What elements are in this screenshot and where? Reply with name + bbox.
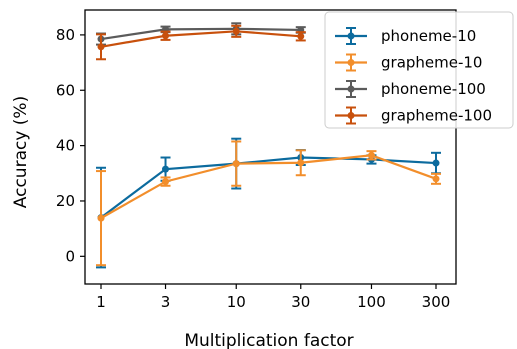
legend-entry-grapheme-10: grapheme-10 [335, 53, 482, 72]
x-axis-label: Multiplication factor [184, 331, 353, 349]
legend-entry-grapheme-100: grapheme-100 [335, 106, 492, 125]
y-tick-label: 0 [65, 247, 75, 265]
x-tick-label: 3 [161, 293, 171, 311]
y-tick-label: 60 [56, 81, 75, 99]
data-point [97, 43, 105, 51]
plot-frame [84, 9, 457, 285]
legend-label: phoneme-10 [381, 27, 476, 45]
data-point [432, 175, 440, 183]
axes: 1 3 10 30 100 300 0 20 40 60 80 [56, 9, 457, 311]
data-point [432, 159, 440, 167]
series-line [100, 30, 301, 48]
legend-label: phoneme-100 [381, 80, 486, 98]
data-point [297, 32, 305, 40]
data-point [162, 32, 170, 40]
x-tick-label: 300 [422, 293, 451, 311]
data-point [162, 178, 170, 186]
series-grapheme-10 [96, 140, 441, 267]
x-tick-label: 10 [227, 293, 246, 311]
legend: phoneme-10 grapheme-10 phoneme-100 grapheme… [324, 11, 514, 129]
legend-label: grapheme-10 [381, 54, 482, 72]
legend-label: grapheme-100 [381, 107, 492, 125]
y-axis-label: Accuracy (%) [11, 96, 31, 208]
legend-marker [347, 59, 355, 66]
y-tick-label: 80 [56, 26, 75, 44]
series-line [100, 27, 301, 41]
data-point [232, 160, 240, 168]
x-tick-label: 1 [96, 293, 106, 311]
legend-marker [347, 112, 355, 119]
y-tick-label: 20 [56, 192, 75, 210]
data-point [367, 151, 375, 159]
legend-entry-phoneme-10: phoneme-10 [335, 27, 476, 45]
legend-marker [347, 85, 355, 93]
x-tick-label: 30 [291, 293, 310, 311]
data-point [97, 214, 105, 222]
data-point [162, 165, 170, 173]
legend-entry-phoneme-100: phoneme-100 [335, 80, 486, 98]
plot-area [96, 22, 441, 269]
legend-box [324, 11, 514, 129]
series-grapheme-100 [96, 24, 306, 61]
series-phoneme-10 [96, 137, 441, 269]
legend-marker [347, 32, 355, 40]
data-point [297, 159, 305, 167]
series-line [100, 156, 437, 219]
y-tick-label: 40 [56, 137, 75, 155]
data-point [232, 27, 240, 35]
x-tick-label: 100 [357, 293, 386, 311]
series-line [100, 154, 437, 220]
